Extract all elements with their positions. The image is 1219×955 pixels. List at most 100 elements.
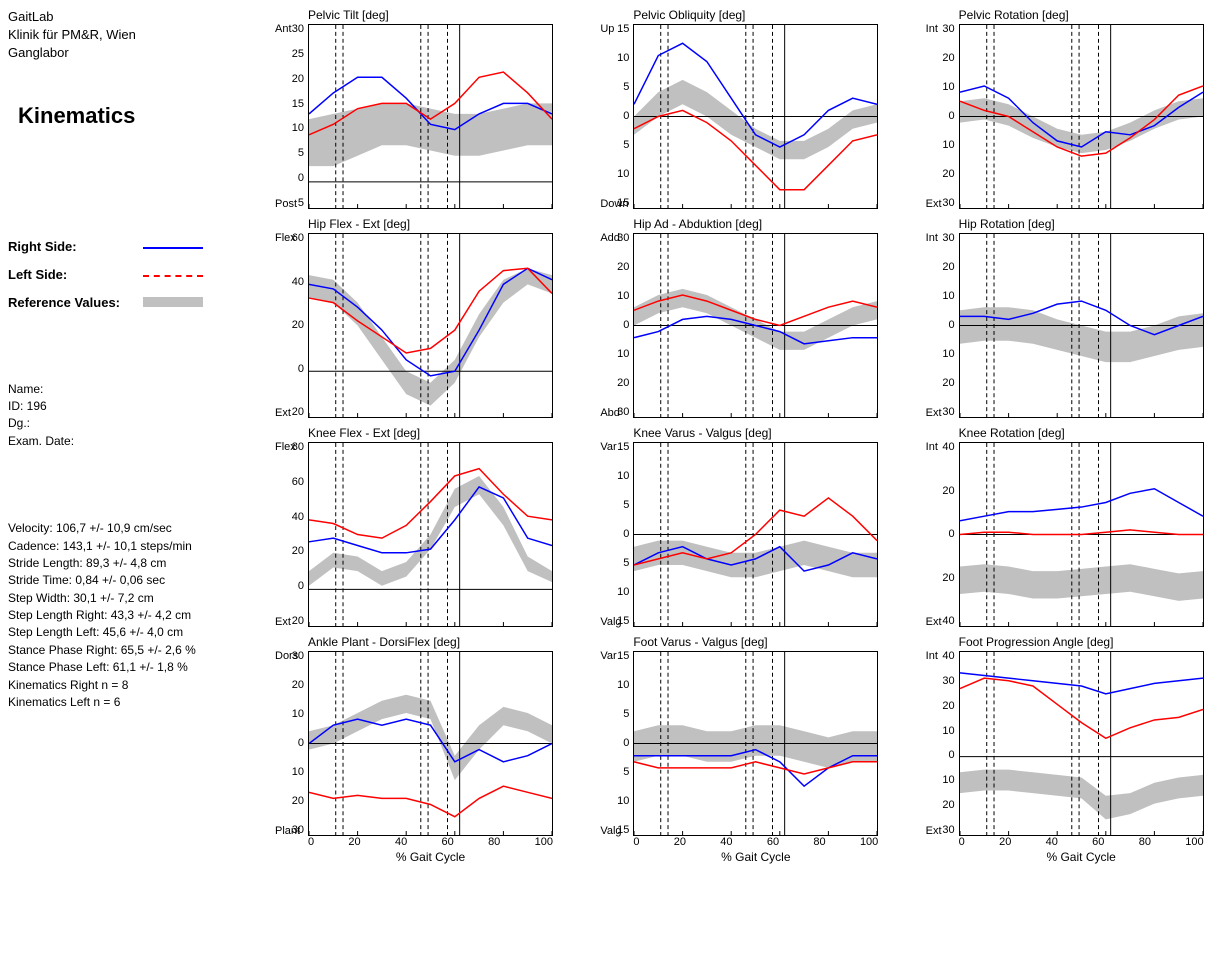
- chart-cell: Hip Ad - Abduktion [deg]3020100102030Add…: [578, 217, 885, 418]
- y-axis-labels: 403020100102030: [904, 651, 959, 836]
- left-side-line: [309, 786, 552, 817]
- lab-name: GaitLab: [8, 8, 243, 26]
- x-tick-labels: 020406080100: [633, 836, 878, 848]
- x-axis-label: % Gait Cycle: [308, 850, 553, 864]
- chart-cell: Pelvic Obliquity [deg]15105051015UpDown: [578, 8, 885, 209]
- reference-band: [960, 307, 1203, 362]
- left-side-swatch: [143, 275, 203, 277]
- plot-area: IntExt: [959, 651, 1204, 836]
- left-side-line: [960, 530, 1203, 535]
- chart-cell: Knee Rotation [deg]402002040IntExt: [904, 426, 1211, 627]
- axis-top-label: Int: [926, 232, 938, 244]
- plot-area: VarValg: [633, 442, 878, 627]
- y-axis-labels: 3020100102030: [904, 24, 959, 209]
- plot-area: VarValg: [633, 651, 878, 836]
- legend-right: Right Side:: [8, 239, 243, 255]
- x-axis-label: % Gait Cycle: [959, 850, 1204, 864]
- left-side-line: [309, 469, 552, 539]
- chart-cell: Knee Varus - Valgus [deg]15105051015VarV…: [578, 426, 885, 627]
- axis-bottom-label: Ext: [926, 825, 942, 837]
- chart-title: Foot Varus - Valgus [deg]: [633, 635, 885, 649]
- plot-area: FlexExt: [308, 442, 553, 627]
- axis-top-label: Dors: [275, 650, 298, 662]
- y-axis-labels: 3020100102030: [253, 651, 308, 836]
- chart-title: Hip Flex - Ext [deg]: [308, 217, 560, 231]
- page-title: Kinematics: [18, 103, 243, 129]
- legend-left: Left Side:: [8, 267, 243, 283]
- axis-top-label: Int: [926, 650, 938, 662]
- stat-line: Kinematics Left n = 6: [8, 694, 243, 711]
- axis-bottom-label: Post: [275, 198, 297, 210]
- plot-area: IntExt: [959, 233, 1204, 418]
- stat-line: Step Length Right: 43,3 +/- 4,2 cm: [8, 607, 243, 624]
- plot-area: UpDown: [633, 24, 878, 209]
- header-block: GaitLab Klinik für PM&R, Wien Ganglabor: [8, 8, 243, 63]
- reference-band: [960, 564, 1203, 601]
- y-axis-labels: 15105051015: [578, 442, 633, 627]
- meta-name: Name:: [8, 381, 243, 398]
- y-axis-labels: 3025201510505: [253, 24, 308, 209]
- x-axis-label: % Gait Cycle: [633, 850, 878, 864]
- chart-cell: Hip Flex - Ext [deg]604020020FlexExt: [253, 217, 560, 418]
- legend-ref-label: Reference Values:: [8, 295, 143, 310]
- y-axis-labels: 402002040: [904, 442, 959, 627]
- stat-line: Cadence: 143,1 +/- 10,1 steps/min: [8, 538, 243, 555]
- stat-line: Step Length Left: 45,6 +/- 4,0 cm: [8, 624, 243, 641]
- x-tick-labels: 020406080100: [959, 836, 1204, 848]
- meta-block: Name: ID: 196 Dg.: Exam. Date:: [8, 381, 243, 451]
- axis-top-label: Int: [926, 23, 938, 35]
- legend-ref: Reference Values:: [8, 295, 243, 311]
- axis-top-label: Var: [600, 650, 616, 662]
- chart-title: Knee Rotation [deg]: [959, 426, 1211, 440]
- plot-area: DorsPlant: [308, 651, 553, 836]
- stat-line: Velocity: 106,7 +/- 10,9 cm/sec: [8, 520, 243, 537]
- plot-area: IntExt: [959, 442, 1204, 627]
- right-side-swatch: [143, 247, 203, 249]
- stat-line: Stance Phase Left: 61,1 +/- 1,8 %: [8, 659, 243, 676]
- axis-bottom-label: Plant: [275, 825, 300, 837]
- stat-line: Stride Time: 0,84 +/- 0,06 sec: [8, 572, 243, 589]
- axis-top-label: Int: [926, 441, 938, 453]
- chart-title: Hip Ad - Abduktion [deg]: [633, 217, 885, 231]
- sidebar: GaitLab Klinik für PM&R, Wien Ganglabor …: [8, 8, 253, 864]
- axis-top-label: Ant: [275, 23, 292, 35]
- chart-title: Pelvic Obliquity [deg]: [633, 8, 885, 22]
- y-axis-labels: 15105051015: [578, 24, 633, 209]
- plot-area: AntPost: [308, 24, 553, 209]
- stat-line: Step Width: 30,1 +/- 7,2 cm: [8, 590, 243, 607]
- axis-bottom-label: Ext: [926, 198, 942, 210]
- ref-swatch: [143, 297, 203, 307]
- right-side-line: [960, 673, 1203, 694]
- axis-top-label: Flex: [275, 232, 296, 244]
- plot-area: AddAbd: [633, 233, 878, 418]
- stat-line: Stance Phase Right: 65,5 +/- 2,6 %: [8, 642, 243, 659]
- y-axis-labels: 15105051015: [578, 651, 633, 836]
- axis-top-label: Add: [600, 232, 620, 244]
- meta-date: Exam. Date:: [8, 433, 243, 450]
- axis-bottom-label: Ext: [926, 616, 942, 628]
- axis-bottom-label: Ext: [275, 616, 291, 628]
- reference-band: [309, 103, 552, 166]
- axis-top-label: Up: [600, 23, 614, 35]
- y-axis-labels: 3020100102030: [904, 233, 959, 418]
- axis-bottom-label: Valg: [600, 825, 621, 837]
- chart-title: Foot Progression Angle [deg]: [959, 635, 1211, 649]
- chart-cell: Ankle Plant - DorsiFlex [deg]30201001020…: [253, 635, 560, 864]
- stats-block: Velocity: 106,7 +/- 10,9 cm/secCadence: …: [8, 520, 243, 711]
- chart-title: Knee Varus - Valgus [deg]: [633, 426, 885, 440]
- axis-top-label: Var: [600, 441, 616, 453]
- stat-line: Stride Length: 89,3 +/- 4,8 cm: [8, 555, 243, 572]
- chart-title: Pelvic Rotation [deg]: [959, 8, 1211, 22]
- reference-band: [309, 476, 552, 586]
- page-layout: GaitLab Klinik für PM&R, Wien Ganglabor …: [8, 8, 1211, 864]
- x-tick-labels: 020406080100: [308, 836, 553, 848]
- stat-line: Kinematics Right n = 8: [8, 677, 243, 694]
- axis-bottom-label: Valg: [600, 616, 621, 628]
- chart-cell: Foot Progression Angle [deg]403020100102…: [904, 635, 1211, 864]
- y-axis-labels: 3020100102030: [578, 233, 633, 418]
- axis-bottom-label: Ext: [926, 407, 942, 419]
- reference-band: [960, 770, 1203, 820]
- legend: Right Side: Left Side: Reference Values:: [8, 239, 243, 311]
- y-axis-labels: 80604020020: [253, 442, 308, 627]
- reference-band: [309, 268, 552, 405]
